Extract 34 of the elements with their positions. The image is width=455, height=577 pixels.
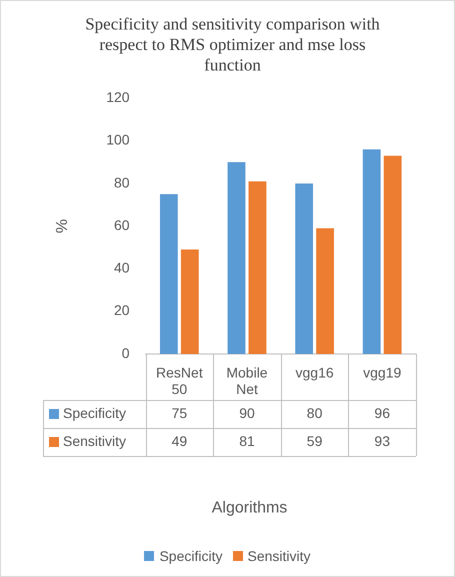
bar <box>316 228 334 354</box>
y-tick-label: 80 <box>114 174 130 190</box>
bar <box>180 250 199 354</box>
data-label: 96 <box>374 404 390 421</box>
y-tick-label: 20 <box>114 302 130 318</box>
legend-label: Sensitivity <box>63 432 126 449</box>
y-tick-label: 120 <box>106 89 130 106</box>
data-label: 80 <box>306 404 323 421</box>
bar <box>228 162 246 354</box>
bar <box>248 181 266 354</box>
y-tick-label: 40 <box>114 260 130 276</box>
y-tick-label: 60 <box>114 216 130 233</box>
bar <box>384 156 402 354</box>
legend-label: Specificity <box>63 404 126 421</box>
bar <box>295 183 314 354</box>
data-label: 59 <box>306 432 323 449</box>
text: Sensitivity <box>248 548 311 564</box>
data-label: 93 <box>374 432 390 449</box>
data-label: 75 <box>172 404 188 421</box>
y-tick-label: 0 <box>122 344 130 361</box>
bar <box>160 194 178 354</box>
data-label: 81 <box>239 432 255 449</box>
data-label: 49 <box>172 432 188 449</box>
x-tick-label: Mobile Net <box>226 364 268 398</box>
text: Algorithms <box>212 499 288 516</box>
text: Specificity <box>159 548 222 564</box>
data-label: 90 <box>239 404 255 421</box>
y-axis-title: % <box>54 218 72 234</box>
chart-title: Specificity and sensitivity comparison with respect to RMS optimizer and mse loss function <box>85 14 380 74</box>
y-tick-label: 100 <box>106 132 130 148</box>
x-tick-label: ResNet 50 <box>156 364 203 398</box>
bar <box>362 149 381 354</box>
x-tick-label: vgg19 <box>363 364 402 380</box>
x-tick-label: vgg16 <box>296 364 334 380</box>
